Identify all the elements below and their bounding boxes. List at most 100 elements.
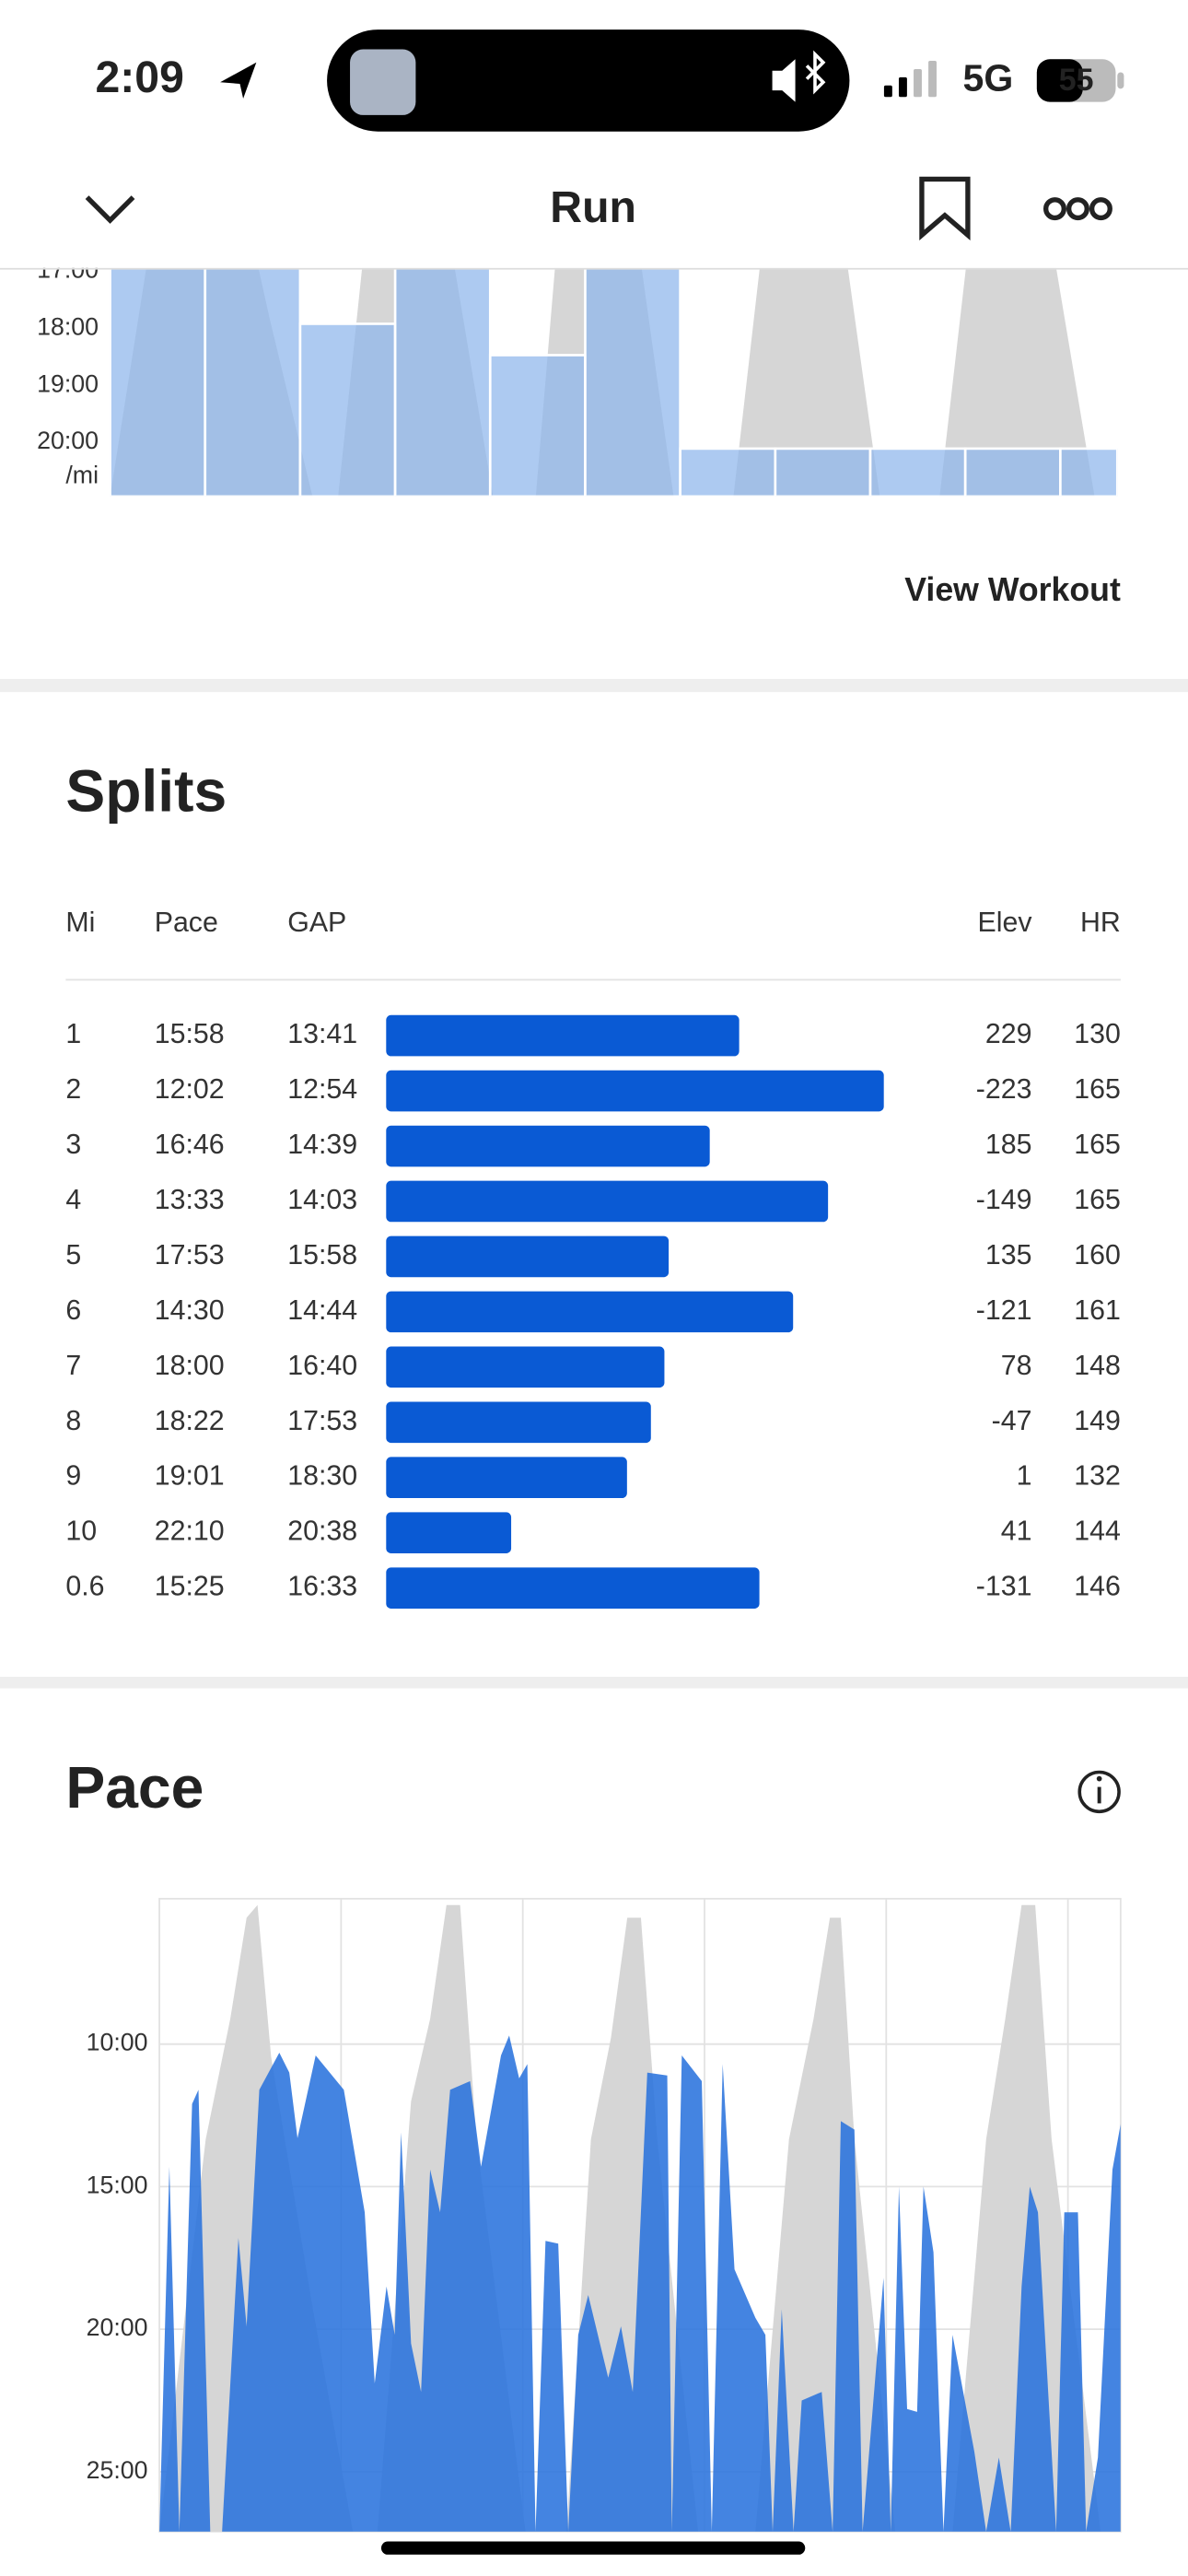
table-cell: 16:46	[155, 1130, 225, 1160]
table-cell: 12:54	[287, 1074, 357, 1105]
table-cell: 132	[1074, 1461, 1121, 1492]
table-cell: 14:39	[287, 1130, 357, 1160]
table-cell: 3	[65, 1130, 81, 1160]
section-divider	[0, 678, 1188, 693]
signal-bar	[898, 76, 907, 98]
signal-bar	[883, 85, 892, 98]
pace-bar	[584, 267, 681, 497]
table-cell: 17:53	[155, 1240, 225, 1270]
table-cell: 14:44	[287, 1295, 357, 1326]
column-header: Mi	[65, 907, 95, 938]
table-cell: 165	[1074, 1074, 1121, 1105]
table-cell: 14:03	[287, 1185, 357, 1215]
network-label: 5G	[963, 56, 1014, 99]
pace-bar	[488, 354, 587, 497]
collapse-button[interactable]	[85, 195, 135, 224]
table-cell: 18:00	[155, 1351, 225, 1381]
table-cell: 18:30	[287, 1461, 357, 1492]
battery-level	[1036, 59, 1083, 102]
pace-bar	[963, 447, 1062, 497]
split-bar	[386, 1180, 829, 1223]
table-cell: 161	[1074, 1295, 1121, 1326]
table-cell: 7	[65, 1351, 81, 1381]
table-cell: 22:10	[155, 1516, 225, 1547]
table-cell: 9	[65, 1461, 81, 1492]
page-title: Run	[550, 182, 636, 232]
table-cell: 16:40	[287, 1351, 357, 1381]
table-cell: 135	[985, 1240, 1032, 1270]
table-cell: 17:53	[287, 1406, 357, 1436]
column-header: Pace	[155, 907, 218, 938]
status-time: 2:09	[95, 53, 183, 102]
split-bar	[386, 1512, 512, 1553]
table-cell: 14:30	[155, 1295, 225, 1326]
pace-bar	[868, 447, 967, 497]
battery-tip	[1117, 72, 1124, 89]
split-bar	[386, 1346, 665, 1388]
table-cell: 19:01	[155, 1461, 225, 1492]
pace-bar	[204, 267, 302, 497]
pace-bar	[110, 267, 207, 497]
table-cell: 146	[1074, 1572, 1121, 1602]
table-cell: 6	[65, 1295, 81, 1326]
y-tick-label: 10:00	[87, 2029, 148, 2056]
dynamic-island	[327, 29, 850, 132]
table-cell: 15:58	[287, 1240, 357, 1270]
table-cell: 1	[1017, 1461, 1032, 1492]
y-tick-label: 15:00	[87, 2171, 148, 2198]
split-bar	[386, 1401, 651, 1444]
split-bar	[386, 1125, 710, 1167]
table-cell: 2	[65, 1074, 81, 1105]
bookmark-button[interactable]	[919, 176, 971, 240]
table-cell: 1	[65, 1019, 81, 1049]
pace-bar	[1059, 447, 1118, 497]
table-cell: 78	[1001, 1351, 1032, 1381]
split-bar	[386, 1070, 884, 1112]
table-cell: -149	[976, 1185, 1032, 1215]
table-cell: 165	[1074, 1130, 1121, 1160]
table-cell: 20:38	[287, 1516, 357, 1547]
signal-bar	[914, 68, 922, 98]
y-tick-label: 20:00	[37, 427, 99, 454]
column-header: GAP	[287, 907, 346, 938]
table-cell: 148	[1074, 1351, 1121, 1381]
table-cell: 15:25	[155, 1572, 225, 1602]
split-bar	[386, 1014, 740, 1057]
table-cell: 18:22	[155, 1406, 225, 1436]
table-cell: 149	[1074, 1406, 1121, 1436]
table-cell: 41	[1001, 1516, 1032, 1547]
y-tick-label: 18:00	[37, 312, 99, 340]
table-cell: 13:41	[287, 1019, 357, 1049]
section-divider	[0, 1676, 1188, 1689]
table-cell: 165	[1074, 1185, 1121, 1215]
view-workout-link[interactable]: View Workout	[904, 571, 1121, 608]
pace-bar	[298, 322, 397, 497]
y-tick-label: 25:00	[87, 2456, 148, 2484]
table-cell: 8	[65, 1406, 81, 1436]
info-button[interactable]	[1077, 1770, 1121, 1814]
table-cell: 229	[985, 1019, 1032, 1049]
home-indicator	[380, 2541, 806, 2555]
y-unit-label: /mi	[65, 462, 99, 489]
y-tick-label: 19:00	[37, 369, 99, 397]
pace-title: Pace	[65, 1754, 204, 1821]
split-bar	[386, 1567, 760, 1609]
mute-icon	[772, 59, 796, 102]
table-cell: -47	[992, 1406, 1032, 1436]
table-cell: 13:33	[155, 1185, 225, 1215]
table-cell: 16:33	[287, 1572, 357, 1602]
signal-bar	[928, 61, 938, 98]
split-bar	[386, 1235, 670, 1278]
pace-bar	[393, 267, 492, 497]
more-button[interactable]	[1042, 197, 1112, 221]
table-cell: -131	[976, 1572, 1032, 1602]
table-cell: 5	[65, 1240, 81, 1270]
app-thumbnail	[350, 49, 416, 115]
pace-area	[159, 2035, 1121, 2532]
location-icon	[220, 62, 257, 100]
table-cell: 4	[65, 1185, 81, 1215]
split-bar	[386, 1291, 794, 1333]
pace-bar	[774, 447, 872, 497]
